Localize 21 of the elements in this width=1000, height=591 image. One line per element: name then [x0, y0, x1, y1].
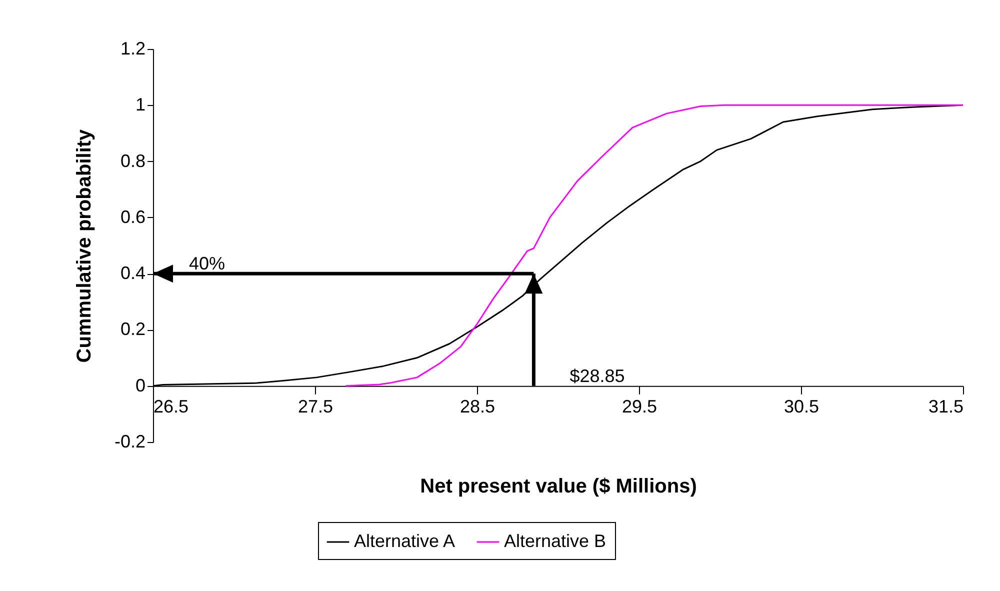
x-tick-label: 30.5	[784, 396, 820, 416]
x-tick-label: 28.5	[460, 396, 496, 416]
legend-label: Alternative B	[504, 531, 606, 551]
x-tick-label: 26.5	[154, 396, 189, 416]
x-tick-label: 31.5	[928, 396, 964, 416]
y-tick-label: 0	[135, 375, 146, 396]
ref-line-label: 40%	[189, 254, 226, 274]
y-tick-label: 0.8	[120, 150, 146, 171]
y-tick-label: -0.2	[114, 432, 146, 452]
y-tick-label: 1.2	[120, 38, 146, 58]
ref-line-label: $28.85	[570, 366, 625, 386]
x-tick-label: 29.5	[622, 396, 658, 416]
y-tick-label: 0.4	[120, 263, 146, 284]
line-series	[345, 104, 963, 387]
y-tick-label: 0.6	[120, 206, 146, 227]
x-axis-title: Net present value ($ Millions)	[420, 475, 697, 498]
x-tick-label: 27.5	[298, 396, 334, 416]
y-tick-label: 0.2	[120, 319, 146, 340]
legend-label: Alternative A	[354, 531, 456, 551]
y-axis-title: Cummulative probability	[73, 128, 96, 363]
y-tick-label: 1	[135, 94, 146, 115]
